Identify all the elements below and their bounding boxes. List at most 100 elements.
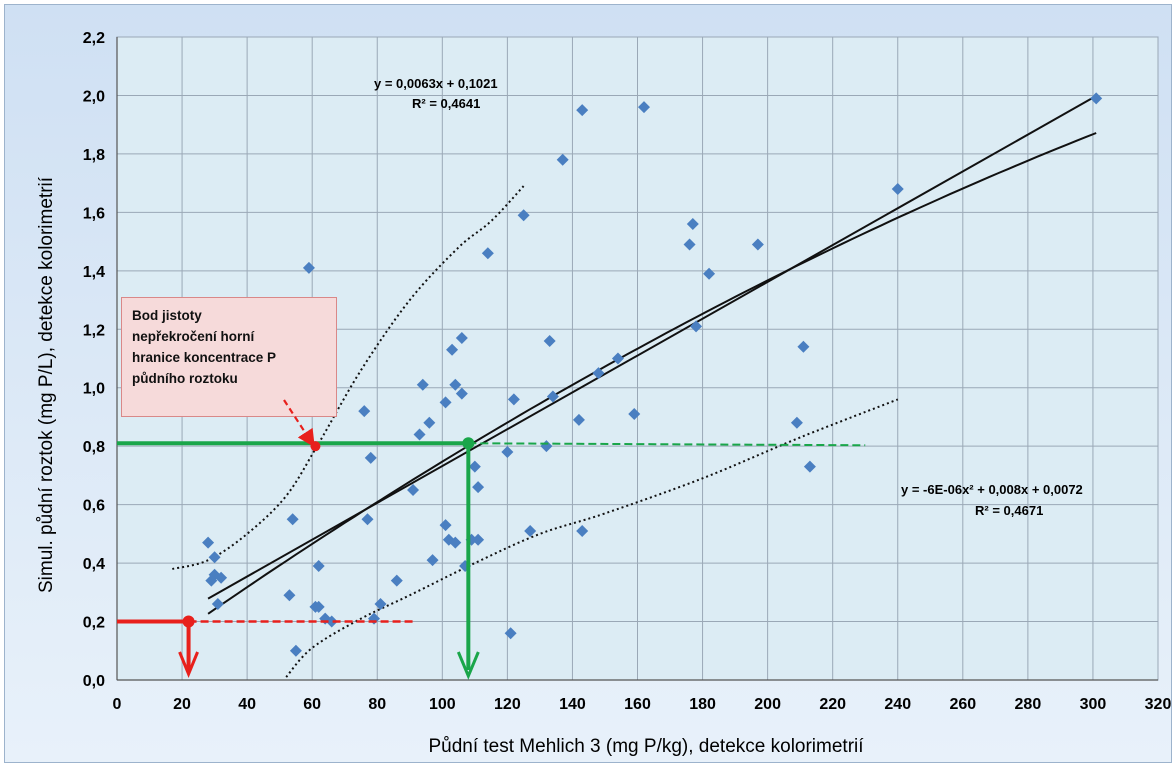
y-tick-label: 1,2 — [83, 322, 105, 339]
x-tick-label: 200 — [754, 696, 781, 713]
data-point — [524, 524, 537, 537]
y-tick-label: 2,0 — [83, 88, 105, 105]
data-point — [690, 320, 703, 333]
x-tick-label: 160 — [624, 696, 651, 713]
y-tick-label: 1,4 — [83, 264, 105, 281]
data-point — [202, 536, 215, 549]
data-point — [468, 460, 481, 473]
x-tick-label: 320 — [1145, 696, 1172, 713]
data-point — [426, 554, 439, 567]
data-point — [423, 416, 436, 429]
data-point — [449, 536, 462, 549]
data-point — [592, 367, 605, 380]
data-point — [611, 352, 624, 365]
data-point — [407, 484, 420, 497]
data-point — [215, 571, 228, 584]
x-tick-label: 120 — [494, 696, 521, 713]
data-point — [507, 393, 520, 406]
data-point — [572, 413, 585, 426]
callout-line: hranice koncentrace P — [132, 350, 277, 365]
data-point — [481, 247, 494, 260]
x-tick-label: 180 — [689, 696, 716, 713]
data-point — [302, 261, 315, 274]
y-tick-label: 0,0 — [83, 673, 105, 690]
data-point — [501, 446, 514, 459]
upper-confidence-curve — [172, 185, 525, 570]
data-point — [312, 560, 325, 573]
data-point — [283, 589, 296, 602]
poly-fit-equation: y = -6E-06x² + 0,008x + 0,0072 — [901, 482, 1083, 497]
data-point — [803, 460, 816, 473]
red-marker-point — [182, 615, 195, 628]
data-point — [504, 627, 517, 640]
data-point — [543, 334, 556, 347]
data-point — [358, 405, 371, 418]
callout-box: Bod jistoty nepřekročení horní hranice k… — [121, 297, 337, 417]
data-point — [211, 598, 224, 611]
data-point — [576, 524, 589, 537]
y-axis-title: Simul. půdní roztok (mg P/L), detekce ko… — [36, 176, 57, 593]
callout-line: půdního roztoku — [132, 371, 238, 386]
callout-arrow — [283, 399, 315, 448]
data-point — [449, 378, 462, 391]
data-point — [751, 238, 764, 251]
y-tick-label: 2,2 — [83, 30, 105, 47]
data-point — [439, 396, 452, 409]
polynomial-trendline — [207, 132, 1097, 615]
data-point — [289, 644, 302, 657]
lower-confidence-curve — [285, 398, 899, 678]
data-point — [517, 209, 530, 222]
data-point — [638, 101, 651, 114]
green-dashed-extension — [468, 442, 866, 447]
data-point — [683, 238, 696, 251]
x-tick-label: 40 — [238, 696, 256, 713]
y-tick-label: 1,6 — [83, 205, 105, 222]
x-tick-label: 60 — [303, 696, 321, 713]
x-tick-label: 240 — [884, 696, 911, 713]
data-point — [361, 513, 374, 526]
data-point — [312, 600, 325, 613]
threshold-markers — [117, 437, 866, 680]
y-tick-label: 1,8 — [83, 147, 105, 164]
green-marker-point — [462, 437, 475, 450]
green-arrowhead — [456, 651, 480, 680]
data-point — [1090, 92, 1103, 105]
data-point — [455, 387, 468, 400]
data-point — [455, 332, 468, 345]
y-tick-label: 0,4 — [83, 556, 105, 573]
x-tick-label: 260 — [949, 696, 976, 713]
data-point — [546, 390, 559, 403]
fit-curves — [172, 95, 1097, 678]
data-point — [686, 218, 699, 231]
x-axis-title: Půdní test Mehlich 3 (mg P/kg), detekce … — [428, 736, 864, 757]
data-point — [891, 182, 904, 195]
x-tick-label: 280 — [1015, 696, 1042, 713]
y-tick-label: 1,0 — [83, 381, 105, 398]
data-point — [576, 104, 589, 117]
data-point — [286, 513, 299, 526]
callout-line: Bod jistoty — [132, 308, 202, 323]
data-point — [413, 428, 426, 441]
y-tick-label: 0,6 — [83, 498, 105, 515]
linear-fit-equation: y = 0,0063x + 0,1021 — [374, 76, 498, 91]
callout-line: nepřekročení horní — [132, 329, 255, 344]
data-point — [208, 551, 221, 564]
data-point — [556, 153, 569, 166]
data-point — [446, 343, 459, 356]
data-point — [439, 519, 452, 532]
poly-fit-r2: R² = 0,4671 — [975, 503, 1043, 518]
data-point — [472, 481, 485, 494]
data-point — [374, 598, 387, 611]
y-tick-labels: 0,0 0,2 0,4 0,6 0,8 1,0 1,2 1,4 1,6 1,8 2,0 2,2 — [83, 30, 105, 690]
data-points — [202, 92, 1103, 657]
data-point — [325, 615, 338, 628]
x-tick-label: 80 — [368, 696, 386, 713]
x-tick-labels: 0 20 40 60 80 100 120 140 160 180 200 220 240 260 280 3… — [113, 696, 1172, 713]
red-arrowhead — [178, 651, 199, 678]
data-point — [472, 533, 485, 546]
data-point — [416, 378, 429, 391]
x-tick-label: 100 — [429, 696, 456, 713]
y-tick-label: 0,8 — [83, 439, 105, 456]
